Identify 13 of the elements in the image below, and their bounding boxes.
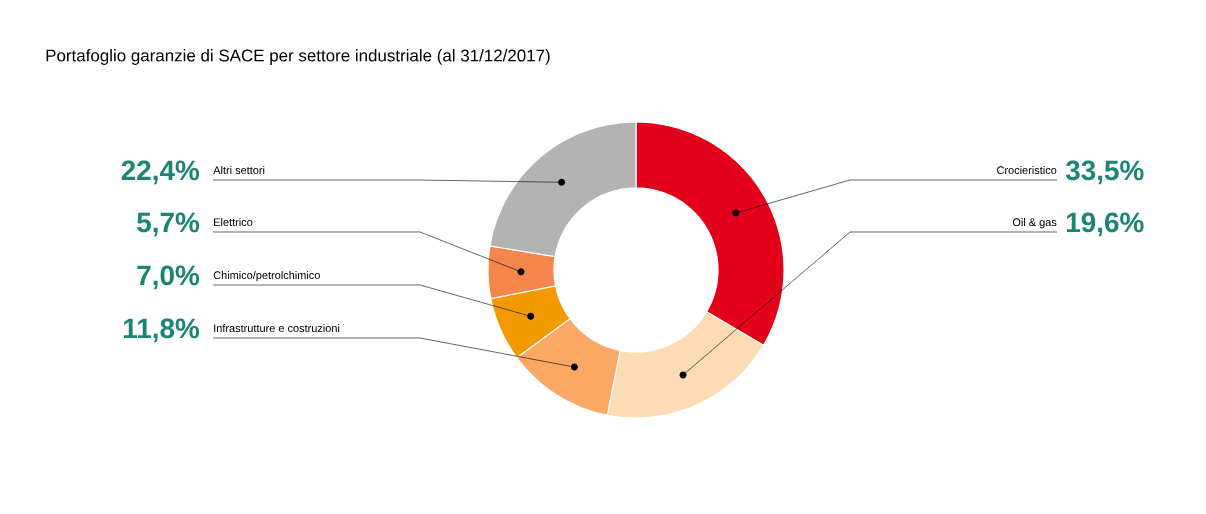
chart-title: Portafoglio garanzie di SACE per settore industriale (al 31/12/2017) — [46, 49, 550, 65]
slice-label: Elettrico — [214, 218, 253, 227]
slice-label: Chimico/petrolchimico — [213, 271, 320, 282]
data-label: 19,6% — [1066, 212, 1144, 237]
slice-label: Oil & gas — [1012, 218, 1057, 229]
slice-label: Crocieristico — [997, 166, 1057, 175]
data-label: 7,0% — [137, 265, 200, 290]
data-label: 22,4% — [121, 160, 200, 185]
data-label: 5,7% — [137, 212, 200, 237]
data-label: 33,5% — [1065, 160, 1144, 185]
slice-label: Altri settori — [213, 166, 265, 175]
data-label: 11,8% — [124, 318, 200, 343]
slice-label: Infrastrutture e costruzioni — [214, 324, 340, 333]
